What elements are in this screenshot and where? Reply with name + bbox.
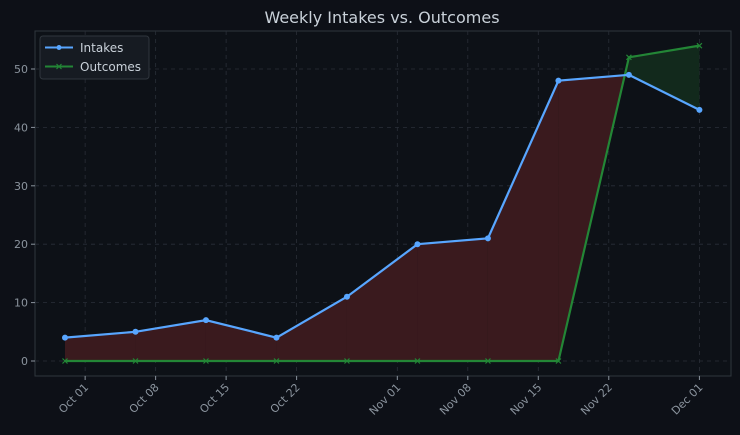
outcomes-point [203, 358, 209, 364]
fill-between-segment [135, 320, 206, 361]
intakes-point [343, 293, 350, 300]
legend-outcomes-label: Outcomes [80, 60, 141, 74]
fill-between-segment [346, 244, 418, 361]
fill-between-segment [65, 331, 136, 361]
intakes-point [484, 235, 491, 242]
intakes-point [62, 334, 68, 341]
fill-between-segment [276, 296, 347, 361]
y-tick-label: 50 [14, 63, 28, 76]
y-tick-label: 0 [21, 355, 28, 368]
outcomes-point [414, 358, 421, 364]
legend-outcomes-marker [56, 63, 62, 70]
outcomes-point [62, 358, 68, 364]
y-tick-label: 30 [14, 180, 28, 193]
series-line-intakes [64, 73, 700, 339]
outcomes-point [132, 358, 139, 364]
intakes-point [696, 106, 703, 113]
outcomes-point [344, 358, 350, 364]
outcomes-point [696, 42, 703, 49]
intakes-point [202, 317, 209, 324]
fill-between-segment [205, 320, 277, 361]
legend-intakes-marker [56, 45, 62, 50]
fill-between-segment [487, 80, 559, 362]
intakes-point [625, 71, 632, 78]
chart-title: Weekly Intakes vs. Outcomes [264, 8, 499, 27]
intakes-point [273, 334, 280, 341]
legend: Intakes Outcomes [39, 35, 150, 80]
outcomes-point [273, 358, 280, 364]
y-tick-label: 10 [14, 297, 28, 310]
intakes-point [132, 328, 139, 335]
fill-between-segment [628, 45, 700, 110]
y-tick-label: 20 [14, 238, 28, 251]
outcomes-point [555, 358, 562, 364]
y-tick-label: 40 [14, 121, 28, 134]
intakes-point [414, 241, 421, 248]
outcomes-point [485, 358, 491, 364]
fill-between-segment [417, 238, 488, 361]
series-line-outcomes [65, 44, 700, 363]
legend-intakes-label: Intakes [80, 41, 123, 55]
intakes-point [555, 77, 562, 84]
outcomes-point [625, 54, 632, 61]
